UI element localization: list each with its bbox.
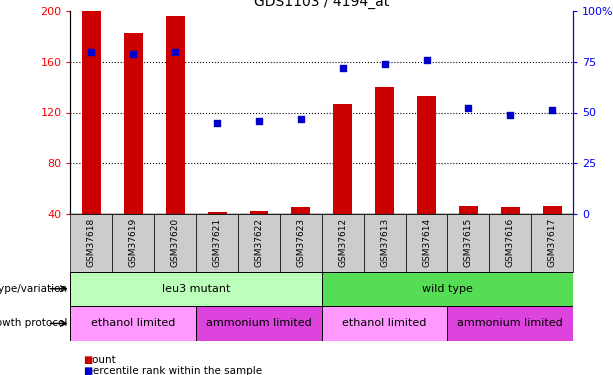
Point — [254, 118, 264, 124]
Point — [296, 116, 306, 122]
Bar — [70, 306, 196, 341]
Point — [380, 61, 390, 67]
Bar — [501, 207, 520, 214]
Text: GSM37618: GSM37618 — [87, 218, 96, 267]
Point — [212, 120, 222, 126]
Text: count: count — [83, 355, 115, 365]
Bar — [208, 213, 227, 214]
Bar — [322, 272, 573, 306]
Bar — [322, 214, 364, 272]
Bar — [238, 214, 280, 272]
Text: genotype/variation: genotype/variation — [0, 284, 67, 294]
Text: GSM37621: GSM37621 — [213, 218, 222, 267]
Bar — [249, 211, 268, 214]
Title: GDS1103 / 4194_at: GDS1103 / 4194_at — [254, 0, 389, 9]
Bar — [333, 104, 352, 214]
Text: GSM37615: GSM37615 — [464, 218, 473, 267]
Bar — [112, 214, 154, 272]
Point — [170, 49, 180, 55]
Bar — [447, 306, 573, 341]
Bar — [417, 96, 436, 214]
Bar — [280, 214, 322, 272]
Bar — [531, 214, 573, 272]
Point — [547, 108, 557, 114]
Bar — [543, 206, 562, 214]
Text: GSM37612: GSM37612 — [338, 218, 348, 267]
Bar — [364, 214, 406, 272]
Text: percentile rank within the sample: percentile rank within the sample — [83, 366, 262, 375]
Text: ■: ■ — [83, 366, 92, 375]
Bar — [291, 207, 310, 214]
Point — [129, 51, 139, 57]
Bar — [322, 306, 447, 341]
Bar — [447, 214, 489, 272]
Text: ammonium limited: ammonium limited — [206, 318, 312, 328]
Point — [338, 65, 348, 71]
Text: GSM37619: GSM37619 — [129, 218, 138, 267]
Point — [86, 49, 96, 55]
Text: GSM37620: GSM37620 — [170, 218, 180, 267]
Text: GSM37623: GSM37623 — [296, 218, 305, 267]
Text: GSM37614: GSM37614 — [422, 218, 431, 267]
Text: wild type: wild type — [422, 284, 473, 294]
Bar — [70, 272, 322, 306]
Point — [505, 111, 515, 117]
Point — [422, 57, 432, 63]
Bar — [375, 87, 394, 214]
Text: ethanol limited: ethanol limited — [343, 318, 427, 328]
Bar — [70, 214, 112, 272]
Text: GSM37616: GSM37616 — [506, 218, 515, 267]
Bar — [196, 306, 322, 341]
Bar — [166, 16, 185, 214]
Text: ■: ■ — [83, 355, 92, 365]
Bar — [406, 214, 447, 272]
Text: ammonium limited: ammonium limited — [457, 318, 563, 328]
Text: leu3 mutant: leu3 mutant — [162, 284, 230, 294]
Bar — [459, 206, 478, 214]
Bar — [196, 214, 238, 272]
Text: GSM37613: GSM37613 — [380, 218, 389, 267]
Text: ethanol limited: ethanol limited — [91, 318, 175, 328]
Text: growth protocol: growth protocol — [0, 318, 67, 328]
Bar — [82, 11, 101, 214]
Text: GSM37617: GSM37617 — [547, 218, 557, 267]
Bar — [124, 33, 143, 214]
Bar — [489, 214, 531, 272]
Point — [463, 105, 473, 111]
Text: GSM37622: GSM37622 — [254, 218, 264, 267]
Bar — [154, 214, 196, 272]
